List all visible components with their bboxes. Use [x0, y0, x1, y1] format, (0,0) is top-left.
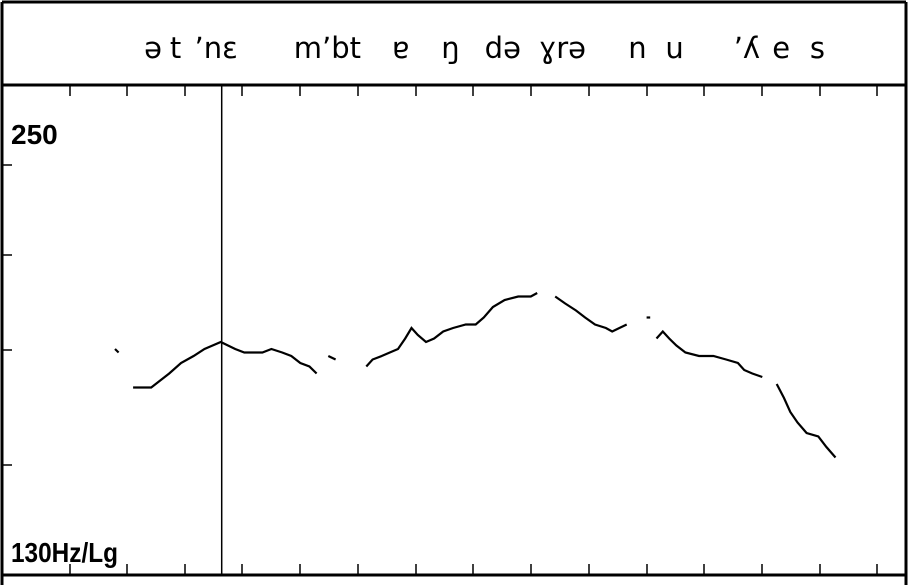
contour-series-3	[327, 355, 337, 361]
segment-label: s	[810, 31, 825, 65]
contour-series-7	[655, 329, 763, 379]
segment-label: ʼnɛ	[195, 31, 238, 65]
segment-label: e	[772, 31, 790, 65]
pitch-contour	[114, 292, 837, 459]
segment-label: mʼbt	[294, 31, 361, 65]
segment-label: ɣrə	[539, 31, 586, 65]
y-bottom-label: 130Hz/Lg	[11, 537, 118, 568]
contour-series-1	[114, 348, 120, 354]
segment-label: də	[485, 31, 521, 65]
segment-label: u	[665, 31, 683, 65]
segment-label: ɐ	[392, 31, 409, 65]
contour-series-2	[133, 340, 318, 389]
segment-label: ʼʎ	[734, 31, 760, 65]
contour-series-4	[365, 292, 538, 368]
segment-label: t	[170, 31, 181, 65]
contour-series-5	[554, 295, 628, 333]
segment-label: n	[628, 31, 646, 65]
contour-series-8	[775, 383, 837, 459]
segment-label: ŋ	[441, 31, 459, 65]
segment-labels: ə t ʼnɛ mʼbt ɐ ŋ də ɣrə n u ʼʎ e s	[144, 31, 825, 65]
y-top-label: 250	[11, 119, 58, 150]
segment-label: ə	[144, 31, 162, 65]
ticks	[2, 85, 878, 575]
